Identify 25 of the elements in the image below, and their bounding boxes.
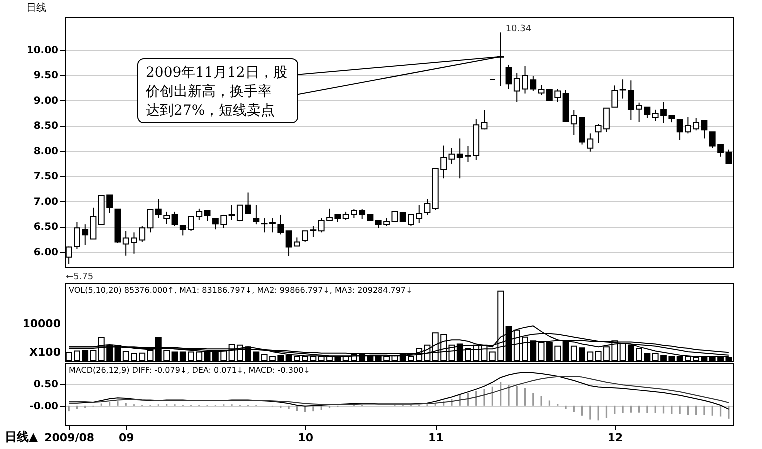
x-tick-label: 09 (118, 432, 134, 444)
y-tick-label: 7.50 (34, 172, 59, 183)
y-tick-label: 6.00 (34, 247, 59, 258)
x-tick-label: 10 (298, 432, 314, 444)
annotation: 2009年11月12日，股价创出新高，换手率达到27%，短线卖点 (145, 65, 288, 119)
text: 日线▲ (5, 430, 39, 444)
x-tick-label: 11 (428, 432, 444, 444)
y-tick-label: 8.00 (34, 146, 59, 158)
y-tick-label: 6.50 (34, 222, 59, 234)
y-tick-label: 9.00 (34, 96, 59, 107)
annotation: 10.34 (506, 24, 532, 35)
chart-title: 日线 (26, 2, 46, 14)
annotation: VOL(5,10,20) 85376.000↑, MA1: 83186.797↓, MA2: 99866.797↓, MA3: 209284.797↓ (69, 286, 413, 295)
y-tick-label: -0.00 (30, 401, 59, 412)
x-tick-label: 12 (608, 432, 624, 444)
annotation: MACD(26,12,9) DIFF: -0.079↓, DEA: 0.071↓, MACD: -0.300↓ (69, 366, 310, 375)
text: 10000 (22, 317, 62, 330)
y-tick-label: 8.50 (34, 121, 59, 132)
y-tick-label: 0.50 (34, 380, 59, 391)
y-tick-label: 10.00 (26, 45, 59, 56)
text: ←5.75 (66, 272, 94, 282)
y-tick-label: 9.50 (34, 70, 59, 82)
y-tick-label: 7.00 (34, 196, 59, 208)
text: X100 (30, 346, 62, 359)
x-tick-label: 2009/08 (44, 432, 95, 444)
